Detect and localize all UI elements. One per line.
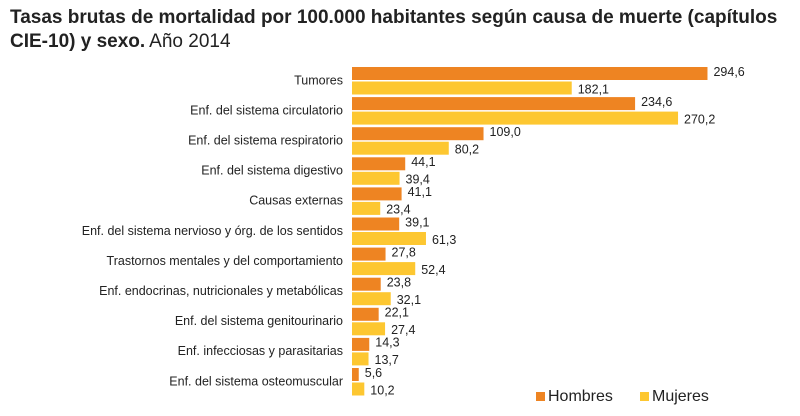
bar — [352, 141, 449, 155]
legend-swatch — [640, 392, 649, 401]
category-label: Enf. del sistema circulatorio — [190, 103, 343, 117]
value-label: 27,8 — [392, 245, 416, 259]
bar — [352, 171, 400, 185]
bar — [352, 81, 572, 95]
value-label: 39,1 — [405, 215, 429, 229]
category-label: Causas externas — [249, 194, 343, 208]
bar — [352, 322, 386, 336]
value-label: 80,2 — [455, 142, 479, 156]
bar — [352, 247, 386, 261]
value-label: 14,3 — [375, 336, 399, 350]
value-label: 39,4 — [406, 173, 430, 187]
category-label: Enf. del sistema nervioso y órg. de los … — [82, 224, 343, 238]
value-label: 5,6 — [365, 366, 382, 380]
category-label: Enf. endocrinas, nutricionales y metaból… — [99, 284, 343, 298]
chart-title: Tasas brutas de mortalidad por 100.000 h… — [10, 7, 778, 52]
bar — [352, 232, 426, 245]
value-label: 10,2 — [370, 383, 394, 397]
bar — [352, 67, 708, 80]
value-label: 109,0 — [490, 125, 521, 139]
category-label: Trastornos mentales y del comportamiento — [107, 254, 343, 268]
category-label: Enf. del sistema respiratorio — [188, 133, 343, 147]
value-label: 182,1 — [578, 82, 609, 96]
bar — [352, 187, 402, 201]
value-label: 234,6 — [641, 95, 672, 109]
value-label: 52,4 — [421, 263, 445, 277]
bar — [352, 368, 359, 381]
value-label: 270,2 — [684, 112, 715, 126]
title-block: Tasas brutas de mortalidad por 100.000 h… — [10, 6, 785, 54]
bar — [352, 217, 400, 231]
bar — [352, 307, 379, 321]
value-label: 23,4 — [386, 203, 410, 217]
legend-swatch — [536, 392, 545, 401]
bar — [352, 111, 679, 125]
value-label: 61,3 — [432, 233, 456, 247]
category-label: Enf. del sistema genitourinario — [175, 314, 343, 328]
bar — [352, 382, 365, 396]
bar — [352, 352, 369, 366]
bar — [352, 262, 416, 276]
value-label: 23,8 — [387, 275, 411, 289]
value-label: 294,6 — [713, 65, 744, 79]
category-label: Tumores — [294, 73, 343, 87]
bar — [352, 127, 484, 141]
legend-label: Mujeres — [652, 388, 709, 405]
category-label: Enf. del sistema osteomuscular — [169, 374, 343, 388]
value-label: 44,1 — [411, 155, 435, 169]
legend-label: Hombres — [548, 388, 613, 405]
bar — [352, 201, 381, 215]
value-label: 13,7 — [375, 353, 399, 367]
value-label: 27,4 — [391, 323, 415, 337]
bar — [352, 157, 406, 171]
value-label: 22,1 — [385, 306, 409, 320]
chart-subtitle: Año 2014 — [149, 31, 231, 52]
bar — [352, 277, 381, 291]
category-label: Enf. del sistema digestivo — [201, 164, 343, 178]
bar — [352, 337, 370, 351]
bar — [352, 97, 636, 111]
value-label: 32,1 — [397, 293, 421, 307]
category-label: Enf. infecciosas y parasitarias — [178, 344, 343, 358]
bar — [352, 292, 391, 306]
value-label: 41,1 — [408, 185, 432, 199]
